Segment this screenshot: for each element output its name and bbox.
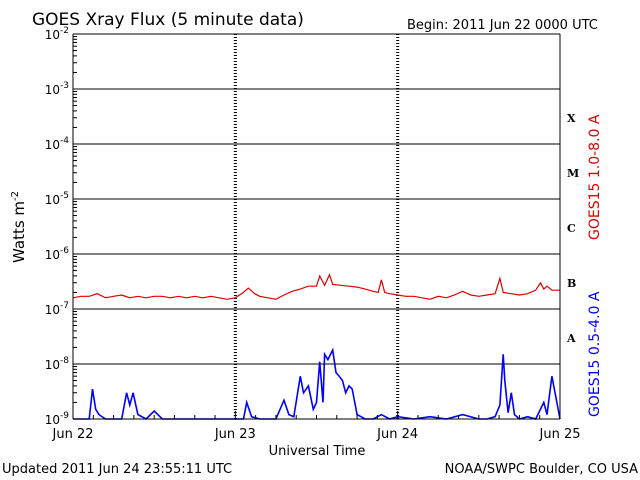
y-tick-label: 10-2 [45, 26, 69, 42]
legend-long-channel: GOES15 1.0-8.0 A [587, 114, 603, 240]
x-tick-label: Jun 24 [376, 427, 418, 442]
flare-class-label: B [567, 277, 576, 290]
y-tick-label: 10-3 [45, 81, 69, 97]
axis-layer [72, 33, 561, 420]
y-axis-title-exp: -2 [10, 191, 21, 201]
series-line-long [72, 273, 560, 300]
flare-class-label: M [567, 167, 579, 180]
y-tick-label: 10-5 [45, 191, 69, 207]
series-line-short [73, 347, 561, 420]
flare-class-label: C [567, 222, 576, 235]
chart-title: GOES Xray Flux (5 minute data) [32, 10, 304, 30]
x-tick-label: Jun 22 [52, 427, 94, 442]
begin-label: Begin: 2011 Jun 22 0000 UTC [407, 18, 598, 33]
series-layer [72, 273, 561, 420]
y-tick-label: 10-7 [45, 301, 69, 317]
flare-class-label: A [566, 332, 576, 345]
y-tick-label: 10-4 [45, 136, 70, 152]
y-axis-title: Watts m-2 [10, 191, 28, 263]
y-tick-label: 10-9 [45, 411, 70, 427]
y-tick-label: 10-8 [45, 356, 70, 372]
x-axis-title: Universal Time [269, 444, 366, 459]
updated-label: Updated 2011 Jun 24 23:55:11 UTC [2, 462, 232, 477]
y-tick-label: 10-6 [45, 246, 70, 262]
y-axis-title-base: Watts m [10, 201, 28, 263]
x-tick-label: Jun 25 [539, 427, 581, 442]
flare-class-label: X [567, 112, 576, 125]
source-label: NOAA/SWPC Boulder, CO USA [445, 462, 638, 477]
grid-layer [73, 33, 560, 420]
x-tick-label: Jun 23 [214, 427, 256, 442]
legend-short-channel: GOES15 0.5-4.0 A [587, 291, 603, 417]
